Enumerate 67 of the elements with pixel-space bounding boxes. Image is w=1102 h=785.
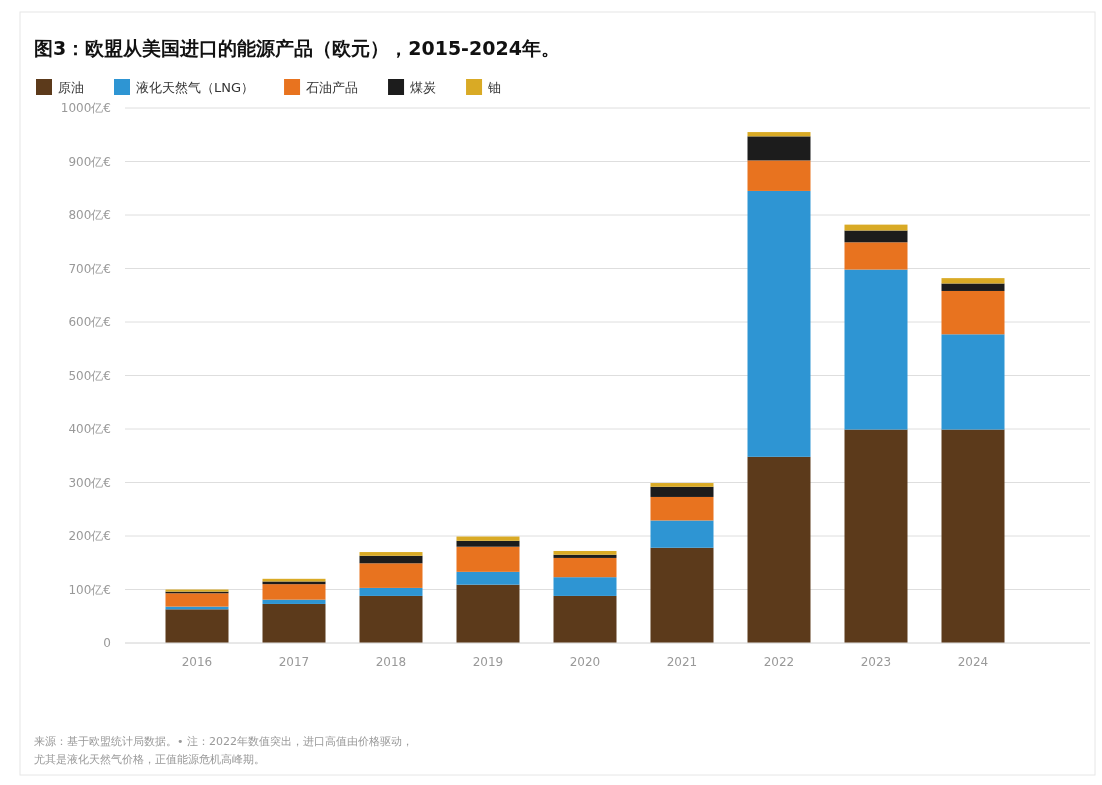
bar	[553, 577, 617, 596]
y-tick-label: 200亿€	[68, 529, 111, 543]
bar	[165, 609, 229, 643]
bar	[456, 584, 520, 643]
bar	[747, 132, 811, 137]
x-tick-label: 2016	[181, 655, 213, 669]
bar	[844, 242, 908, 270]
bar	[359, 595, 423, 643]
bar	[262, 584, 326, 600]
y-tick-label: 500亿€	[68, 368, 111, 383]
x-tick-label: 2022	[763, 655, 795, 669]
bar	[553, 557, 617, 578]
bar	[941, 429, 1005, 643]
text: 尤其是液化天然气价格，正值能源危机高峰期。	[34, 753, 265, 766]
bar	[359, 552, 423, 556]
bar	[456, 540, 520, 547]
bar	[844, 269, 908, 430]
bar	[359, 587, 423, 596]
legend-label: 煤炭	[410, 80, 437, 95]
bar	[941, 290, 1005, 335]
bar	[262, 599, 326, 604]
x-tick-label: 2019	[472, 655, 504, 669]
x-tick-label: 2020	[569, 655, 601, 669]
bar	[747, 190, 811, 457]
bar	[456, 546, 520, 572]
bar	[456, 536, 520, 541]
x-tick-label: 2024	[957, 655, 989, 669]
bar	[844, 230, 908, 243]
y-tick-label: 800亿€	[68, 208, 111, 222]
y-tick-label: 700亿€	[68, 261, 111, 276]
x-tick-label: 2018	[375, 655, 407, 669]
bar	[359, 555, 423, 564]
bar	[941, 278, 1005, 284]
bar	[262, 603, 326, 643]
legend-label: 原油	[58, 80, 84, 95]
bar	[650, 483, 714, 487]
x-tick-label: 2021	[666, 655, 698, 669]
x-tick-label: 2023	[860, 655, 892, 669]
source-note: 来源：基于欧盟统计局数据。• 注：2022年数值突出，进口高值由价格驱动，	[34, 735, 413, 748]
x-tick-label: 2017	[278, 655, 310, 669]
bar	[165, 593, 229, 607]
bar	[941, 334, 1005, 430]
y-tick-label: 900亿€	[68, 154, 111, 169]
chart-title: 图3：欧盟从美国进口的能源产品（欧元），2015-2024年。	[34, 37, 560, 59]
bar	[747, 160, 811, 191]
bar	[553, 595, 617, 643]
bar	[844, 429, 908, 643]
bar	[456, 571, 520, 585]
legend-label: 液化天然气（LNG）	[136, 80, 255, 95]
bar	[941, 283, 1005, 291]
y-tick-label: 100亿€	[68, 582, 111, 597]
y-tick-label: 400亿€	[68, 422, 111, 436]
y-tick-label: 0	[103, 636, 111, 650]
y-tick-label: 1000亿€	[60, 101, 111, 115]
bar	[650, 496, 714, 521]
bar	[650, 547, 714, 643]
bar	[650, 486, 714, 497]
bar	[650, 520, 714, 548]
bar	[747, 456, 811, 643]
legend-label: 铀	[487, 80, 502, 95]
bar	[553, 550, 617, 555]
bar	[747, 136, 811, 161]
bar	[844, 224, 908, 231]
y-tick-label: 300亿€	[68, 475, 111, 490]
legend-label: 石油产品	[306, 80, 359, 95]
y-tick-label: 600亿€	[68, 315, 111, 329]
bar	[359, 563, 423, 588]
